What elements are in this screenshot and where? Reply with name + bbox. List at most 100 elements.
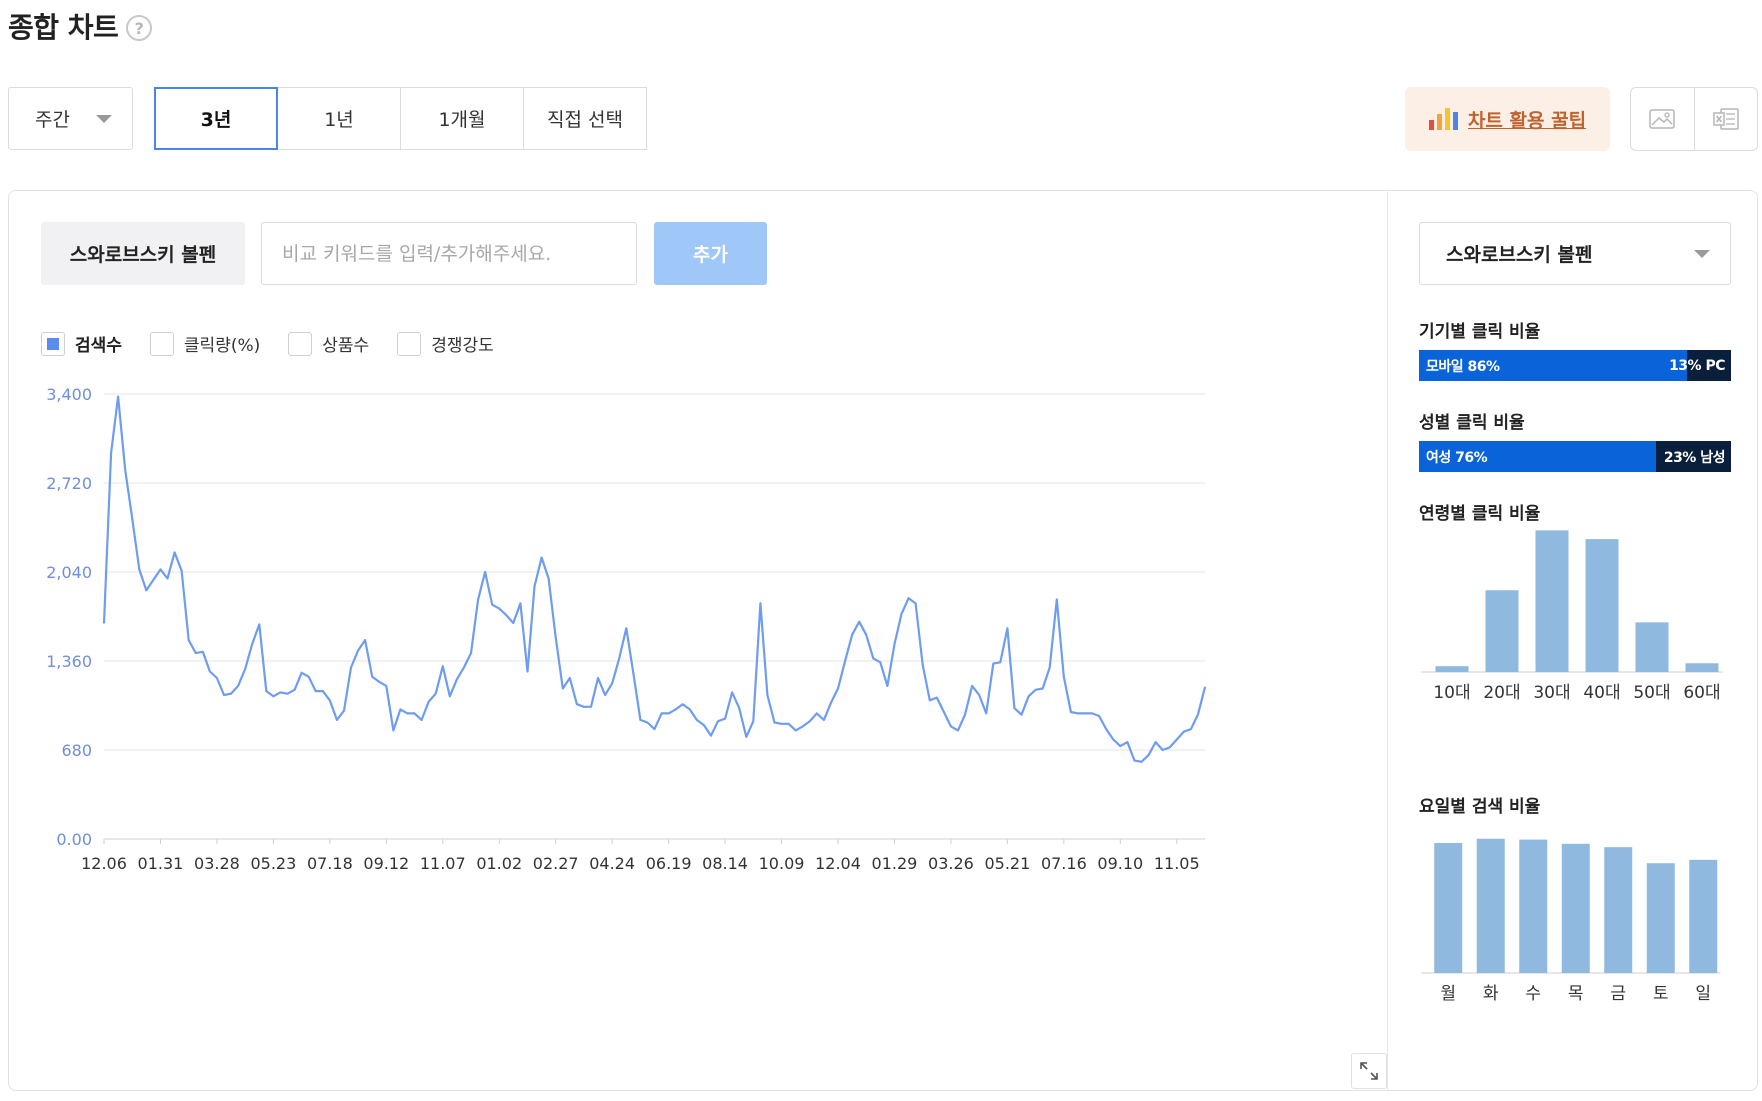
legend-item-search-volume[interactable]: 검색수 bbox=[41, 331, 122, 356]
data-point bbox=[392, 729, 395, 732]
data-point bbox=[484, 571, 486, 573]
data-point bbox=[519, 602, 522, 605]
data-point bbox=[1063, 675, 1065, 678]
data-point bbox=[851, 634, 853, 636]
age-ratio-title: 연령별 클릭 비율 bbox=[1419, 504, 1541, 524]
bar bbox=[1519, 839, 1548, 973]
x-tick-label: 01.31 bbox=[138, 854, 184, 873]
add-keyword-button[interactable]: 추가 bbox=[654, 222, 767, 285]
legend-item-product-count[interactable]: 상품수 bbox=[288, 331, 369, 356]
checkbox-search-volume[interactable] bbox=[41, 331, 65, 356]
x-tick-label: 12.06 bbox=[81, 854, 127, 873]
data-point bbox=[251, 643, 253, 645]
device-ratio-bar: 모바일 86% 13% PC bbox=[1419, 350, 1731, 381]
data-point bbox=[110, 452, 112, 454]
data-point bbox=[286, 692, 289, 695]
keyword-chip[interactable]: 스와로브스키 볼펜 bbox=[41, 222, 245, 285]
data-point bbox=[237, 685, 239, 687]
y-tick-label: 3,400 bbox=[46, 385, 92, 404]
data-point bbox=[886, 685, 889, 687]
x-tick-label: 05.21 bbox=[984, 854, 1030, 873]
data-point bbox=[1154, 741, 1157, 743]
data-point bbox=[604, 694, 606, 696]
legend-item-click-rate[interactable]: 클릭량(%) bbox=[149, 331, 260, 356]
chart-tip-button[interactable]: 차트 활용 꿀팁 bbox=[1405, 87, 1610, 151]
compare-keyword-input[interactable] bbox=[261, 222, 637, 285]
x-tick-label: 07.18 bbox=[307, 854, 353, 873]
data-point bbox=[689, 708, 691, 711]
data-point bbox=[639, 719, 642, 721]
legend-item-competition[interactable]: 경쟁강도 bbox=[397, 331, 494, 356]
data-point bbox=[463, 666, 465, 669]
data-point bbox=[329, 699, 331, 702]
data-point bbox=[1020, 713, 1023, 716]
data-point bbox=[491, 603, 494, 606]
data-point bbox=[992, 662, 995, 665]
y-tick-label: 2,720 bbox=[46, 474, 92, 493]
question-circle-icon[interactable]: ? bbox=[126, 15, 153, 41]
bar-chart-icon bbox=[1428, 108, 1458, 130]
data-point bbox=[1140, 761, 1143, 763]
data-point bbox=[865, 634, 867, 636]
data-point bbox=[837, 687, 839, 690]
data-point bbox=[667, 712, 670, 715]
period-select[interactable]: 주간 bbox=[8, 87, 133, 150]
data-point bbox=[279, 691, 282, 694]
data-point bbox=[477, 598, 479, 601]
data-point bbox=[399, 708, 402, 711]
chart-tip-label: 차트 활용 꿀팁 bbox=[1467, 109, 1587, 132]
data-point bbox=[103, 622, 105, 624]
data-point bbox=[703, 724, 705, 726]
data-point bbox=[562, 687, 564, 690]
gender-female-segment: 여성 76% bbox=[1419, 441, 1657, 472]
data-point bbox=[265, 690, 268, 692]
x-tick-label: 02.27 bbox=[533, 854, 579, 873]
data-point bbox=[569, 677, 571, 679]
data-point bbox=[794, 729, 797, 732]
x-tick-label: 01.29 bbox=[872, 854, 918, 873]
bar bbox=[1435, 666, 1469, 672]
data-point bbox=[350, 666, 352, 669]
data-point bbox=[187, 639, 190, 641]
x-tick-label: 06.19 bbox=[646, 854, 692, 873]
y-tick-label: 680 bbox=[61, 741, 92, 760]
side-keyword-select[interactable]: 스와로브스키 볼펜 bbox=[1419, 222, 1731, 285]
data-point bbox=[1056, 598, 1058, 601]
x-tick-label: 07.16 bbox=[1041, 854, 1087, 873]
data-point bbox=[371, 675, 374, 678]
tab-3-years[interactable]: 3년 bbox=[154, 87, 278, 150]
caret-down-icon bbox=[1694, 250, 1710, 258]
bar-category-label: 금 bbox=[1610, 984, 1626, 1004]
gender-ratio-bar: 여성 76% 23% 남성 bbox=[1419, 441, 1731, 472]
data-point bbox=[1013, 707, 1016, 709]
tab-custom-range[interactable]: 직접 선택 bbox=[523, 87, 647, 150]
data-point bbox=[209, 670, 211, 673]
excel-download-button[interactable] bbox=[1693, 88, 1758, 150]
x-tick-label: 09.12 bbox=[363, 854, 409, 873]
data-point bbox=[766, 694, 769, 696]
data-point bbox=[780, 723, 783, 725]
expand-chart-button[interactable] bbox=[1351, 1053, 1387, 1089]
checkbox-click-rate[interactable] bbox=[149, 331, 174, 356]
bar bbox=[1604, 847, 1633, 973]
checkbox-product-count[interactable] bbox=[288, 331, 313, 356]
data-point bbox=[1126, 741, 1129, 743]
bar-category-label: 화 bbox=[1483, 984, 1499, 1004]
checkbox-competition[interactable] bbox=[397, 331, 422, 356]
export-group bbox=[1630, 87, 1758, 151]
data-point bbox=[964, 713, 966, 716]
data-point bbox=[576, 703, 578, 705]
data-point bbox=[442, 665, 444, 667]
data-point bbox=[985, 712, 987, 715]
data-point bbox=[117, 395, 119, 398]
bar bbox=[1685, 663, 1719, 672]
image-download-button[interactable] bbox=[1631, 88, 1694, 150]
tab-1-month[interactable]: 1개월 bbox=[400, 87, 524, 150]
gender-male-segment: 23% 남성 bbox=[1656, 441, 1731, 472]
tab-1-year[interactable]: 1년 bbox=[277, 87, 401, 150]
data-point bbox=[554, 636, 557, 639]
data-point bbox=[166, 577, 169, 580]
data-point bbox=[597, 677, 599, 679]
data-point bbox=[505, 614, 508, 616]
image-icon bbox=[1649, 109, 1675, 129]
